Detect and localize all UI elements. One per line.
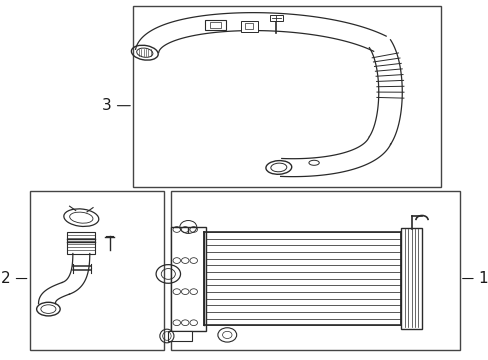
Text: 1: 1 <box>462 271 488 286</box>
Bar <box>244 23 253 29</box>
Bar <box>170 191 459 350</box>
Bar <box>67 232 95 253</box>
Bar <box>133 6 440 187</box>
Text: 2: 2 <box>1 271 27 286</box>
Bar <box>400 228 421 329</box>
Text: 3: 3 <box>102 98 130 113</box>
Bar <box>209 22 221 28</box>
Bar <box>170 226 205 330</box>
Bar <box>269 15 283 21</box>
Bar <box>240 21 257 32</box>
Bar <box>204 20 225 31</box>
Bar <box>30 191 163 350</box>
Bar <box>168 330 191 341</box>
